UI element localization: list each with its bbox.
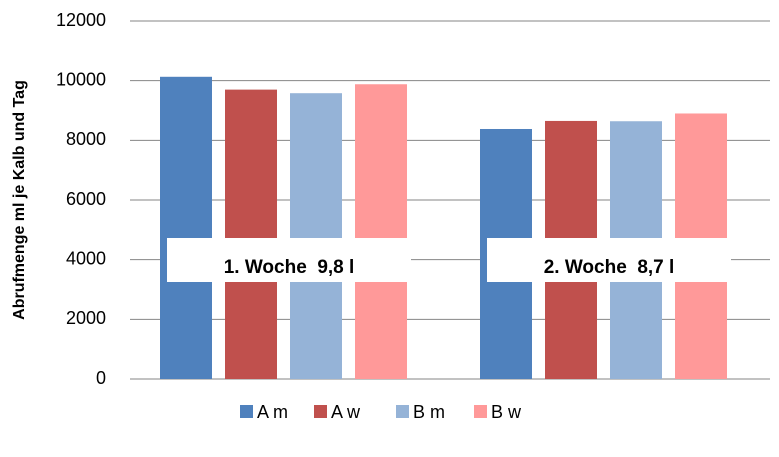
bar bbox=[355, 84, 407, 379]
legend-label: B m bbox=[413, 402, 445, 422]
legend-swatch bbox=[314, 405, 327, 418]
legend-swatch bbox=[240, 405, 253, 418]
y-tick-label: 6000 bbox=[66, 189, 106, 209]
y-tick-label: 10000 bbox=[56, 69, 106, 89]
bar bbox=[290, 93, 342, 380]
annotation-box bbox=[487, 238, 731, 282]
bar bbox=[225, 89, 277, 379]
y-tick-label: 8000 bbox=[66, 129, 106, 149]
y-tick-label: 4000 bbox=[66, 248, 106, 268]
legend-swatch bbox=[396, 405, 409, 418]
annotation: 1. Woche 9,8 l bbox=[224, 257, 355, 278]
legend-swatch bbox=[474, 405, 487, 418]
y-tick-label: 2000 bbox=[66, 308, 106, 328]
y-axis-label: Abrufmenge ml je Kalb und Tag bbox=[11, 80, 28, 320]
y-tick-label: 0 bbox=[96, 368, 106, 388]
annotation-box bbox=[167, 238, 411, 282]
bar bbox=[160, 76, 212, 379]
annotation: 2. Woche 8,7 l bbox=[544, 257, 675, 278]
legend-label: A m bbox=[257, 402, 288, 422]
y-tick-label: 12000 bbox=[56, 10, 106, 30]
legend-label: B w bbox=[491, 402, 522, 422]
legend-label: A w bbox=[331, 402, 361, 422]
